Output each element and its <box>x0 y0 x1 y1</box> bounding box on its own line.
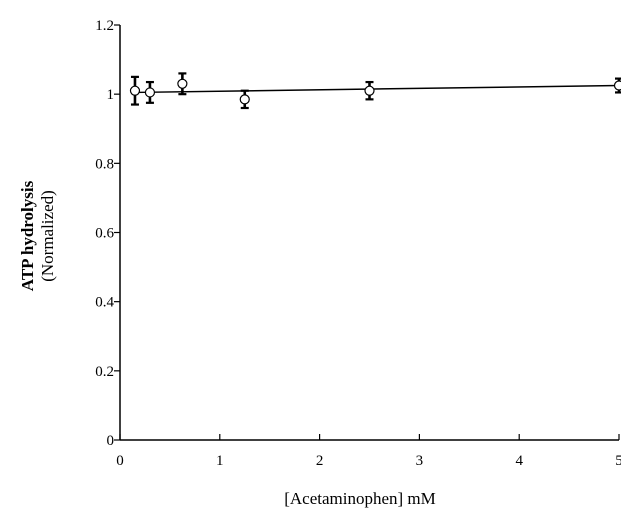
point-marker <box>129 85 141 96</box>
y-tick-label: 0.4 <box>95 295 114 311</box>
data-points <box>129 72 621 110</box>
y-ticks: 0 0.2 0.4 0.6 0.8 1 1.2 <box>95 18 120 449</box>
x-ticks: 0 1 2 3 4 5 <box>116 434 621 469</box>
y-axis-subtitle: (Normalized) <box>38 190 57 282</box>
point-marker <box>364 85 375 96</box>
y-tick-label: 0 <box>107 433 115 449</box>
y-tick-label: 0.2 <box>95 364 114 380</box>
point-marker <box>239 94 250 105</box>
data-point <box>144 80 156 104</box>
point-marker <box>613 80 621 91</box>
x-tick-label: 2 <box>316 453 324 469</box>
data-point <box>177 72 188 96</box>
y-tick-label: 1 <box>107 87 115 103</box>
y-tick-label: 0.6 <box>95 226 114 242</box>
x-tick-label: 4 <box>515 453 523 469</box>
x-axis-title: [Acetaminophen] mM <box>284 489 436 508</box>
y-tick-label: 0.8 <box>95 156 114 172</box>
fit-line <box>134 84 620 94</box>
point-marker <box>177 78 188 89</box>
plot-area: 0 1 2 3 4 5 0 0.2 0.4 0.6 0.8 1 1.2 <box>95 18 621 469</box>
x-tick-label: 5 <box>615 453 621 469</box>
x-tick-label: 0 <box>116 453 124 469</box>
y-axis-title: ATP hydrolysis <box>18 180 37 291</box>
data-point <box>364 80 375 101</box>
fit-line-group <box>134 84 620 94</box>
y-tick-label: 1.2 <box>95 18 114 34</box>
x-tick-label: 3 <box>416 453 424 469</box>
x-tick-label: 1 <box>216 453 224 469</box>
data-point <box>613 77 621 94</box>
point-marker <box>144 87 156 98</box>
data-point <box>239 89 250 110</box>
data-point <box>129 75 141 106</box>
